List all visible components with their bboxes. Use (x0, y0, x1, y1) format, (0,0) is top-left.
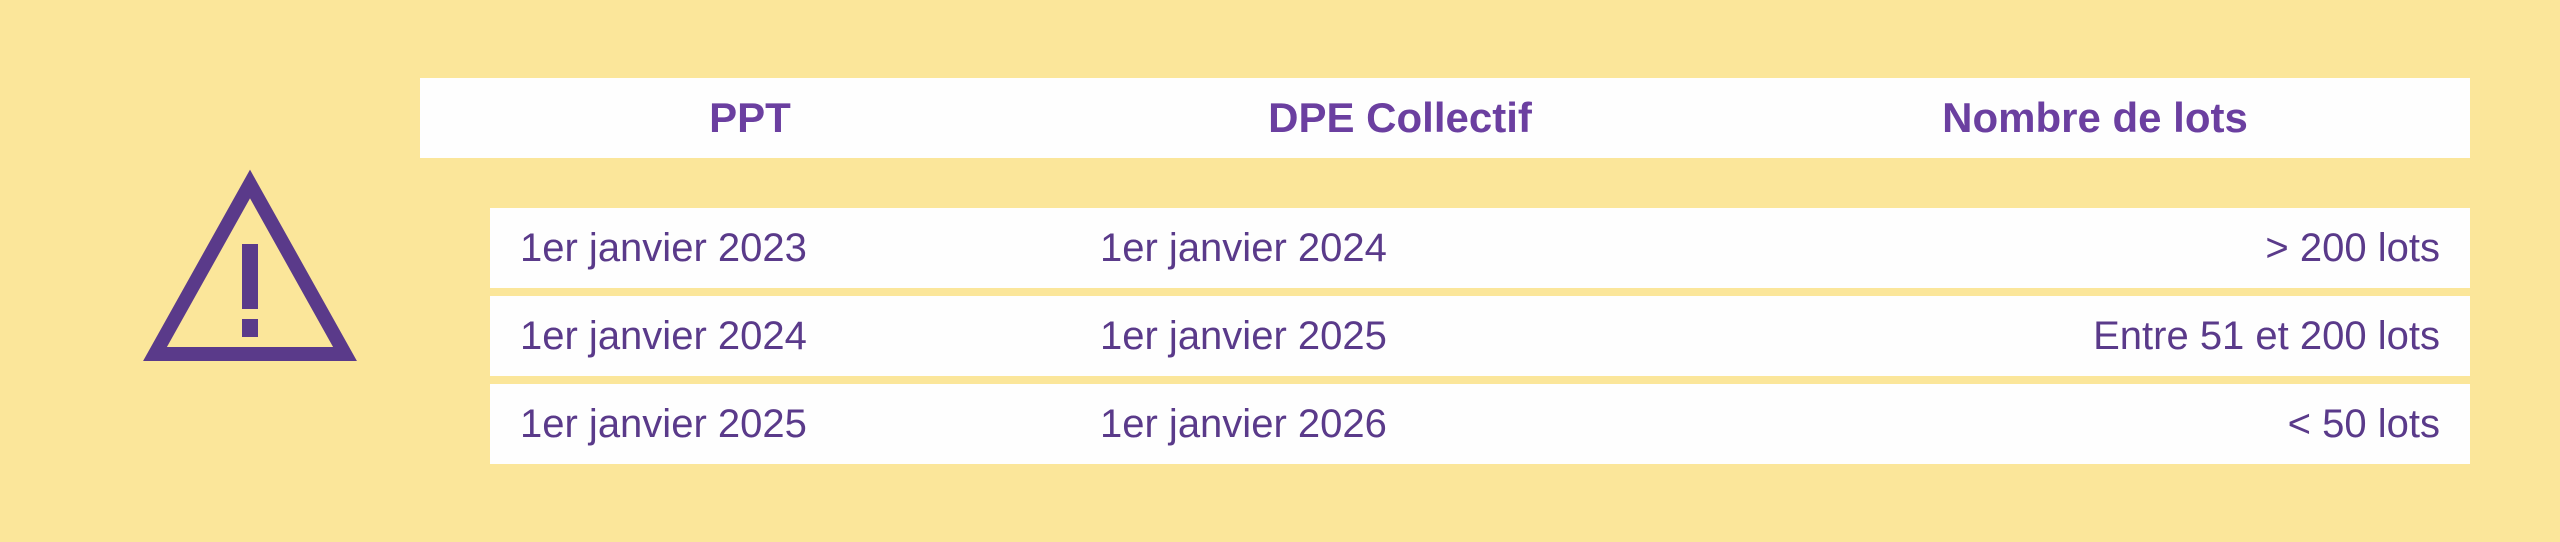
table-row: 1er janvier 2025 1er janvier 2026 < 50 l… (490, 384, 2470, 464)
cell-lots: Entre 51 et 200 lots (1720, 314, 2470, 359)
cell-ppt: 1er janvier 2023 (490, 226, 1080, 271)
header-dpe: DPE Collectif (1080, 94, 1720, 142)
header-ppt: PPT (420, 94, 1080, 142)
cell-ppt: 1er janvier 2024 (490, 314, 1080, 359)
table-body: 1er janvier 2023 1er janvier 2024 > 200 … (490, 208, 2470, 464)
table-header-row: PPT DPE Collectif Nombre de lots (420, 78, 2470, 158)
deadline-table: PPT DPE Collectif Nombre de lots 1er jan… (420, 78, 2470, 464)
cell-lots: < 50 lots (1720, 402, 2470, 447)
cell-dpe: 1er janvier 2026 (1080, 402, 1720, 447)
cell-dpe: 1er janvier 2024 (1080, 226, 1720, 271)
cell-lots: > 200 lots (1720, 226, 2470, 271)
cell-dpe: 1er janvier 2025 (1080, 314, 1720, 359)
warning-icon (140, 169, 360, 374)
header-lots: Nombre de lots (1720, 94, 2470, 142)
cell-ppt: 1er janvier 2025 (490, 402, 1080, 447)
table-row: 1er janvier 2023 1er janvier 2024 > 200 … (490, 208, 2470, 288)
content-wrapper: PPT DPE Collectif Nombre de lots 1er jan… (140, 78, 2470, 464)
table-row: 1er janvier 2024 1er janvier 2025 Entre … (490, 296, 2470, 376)
